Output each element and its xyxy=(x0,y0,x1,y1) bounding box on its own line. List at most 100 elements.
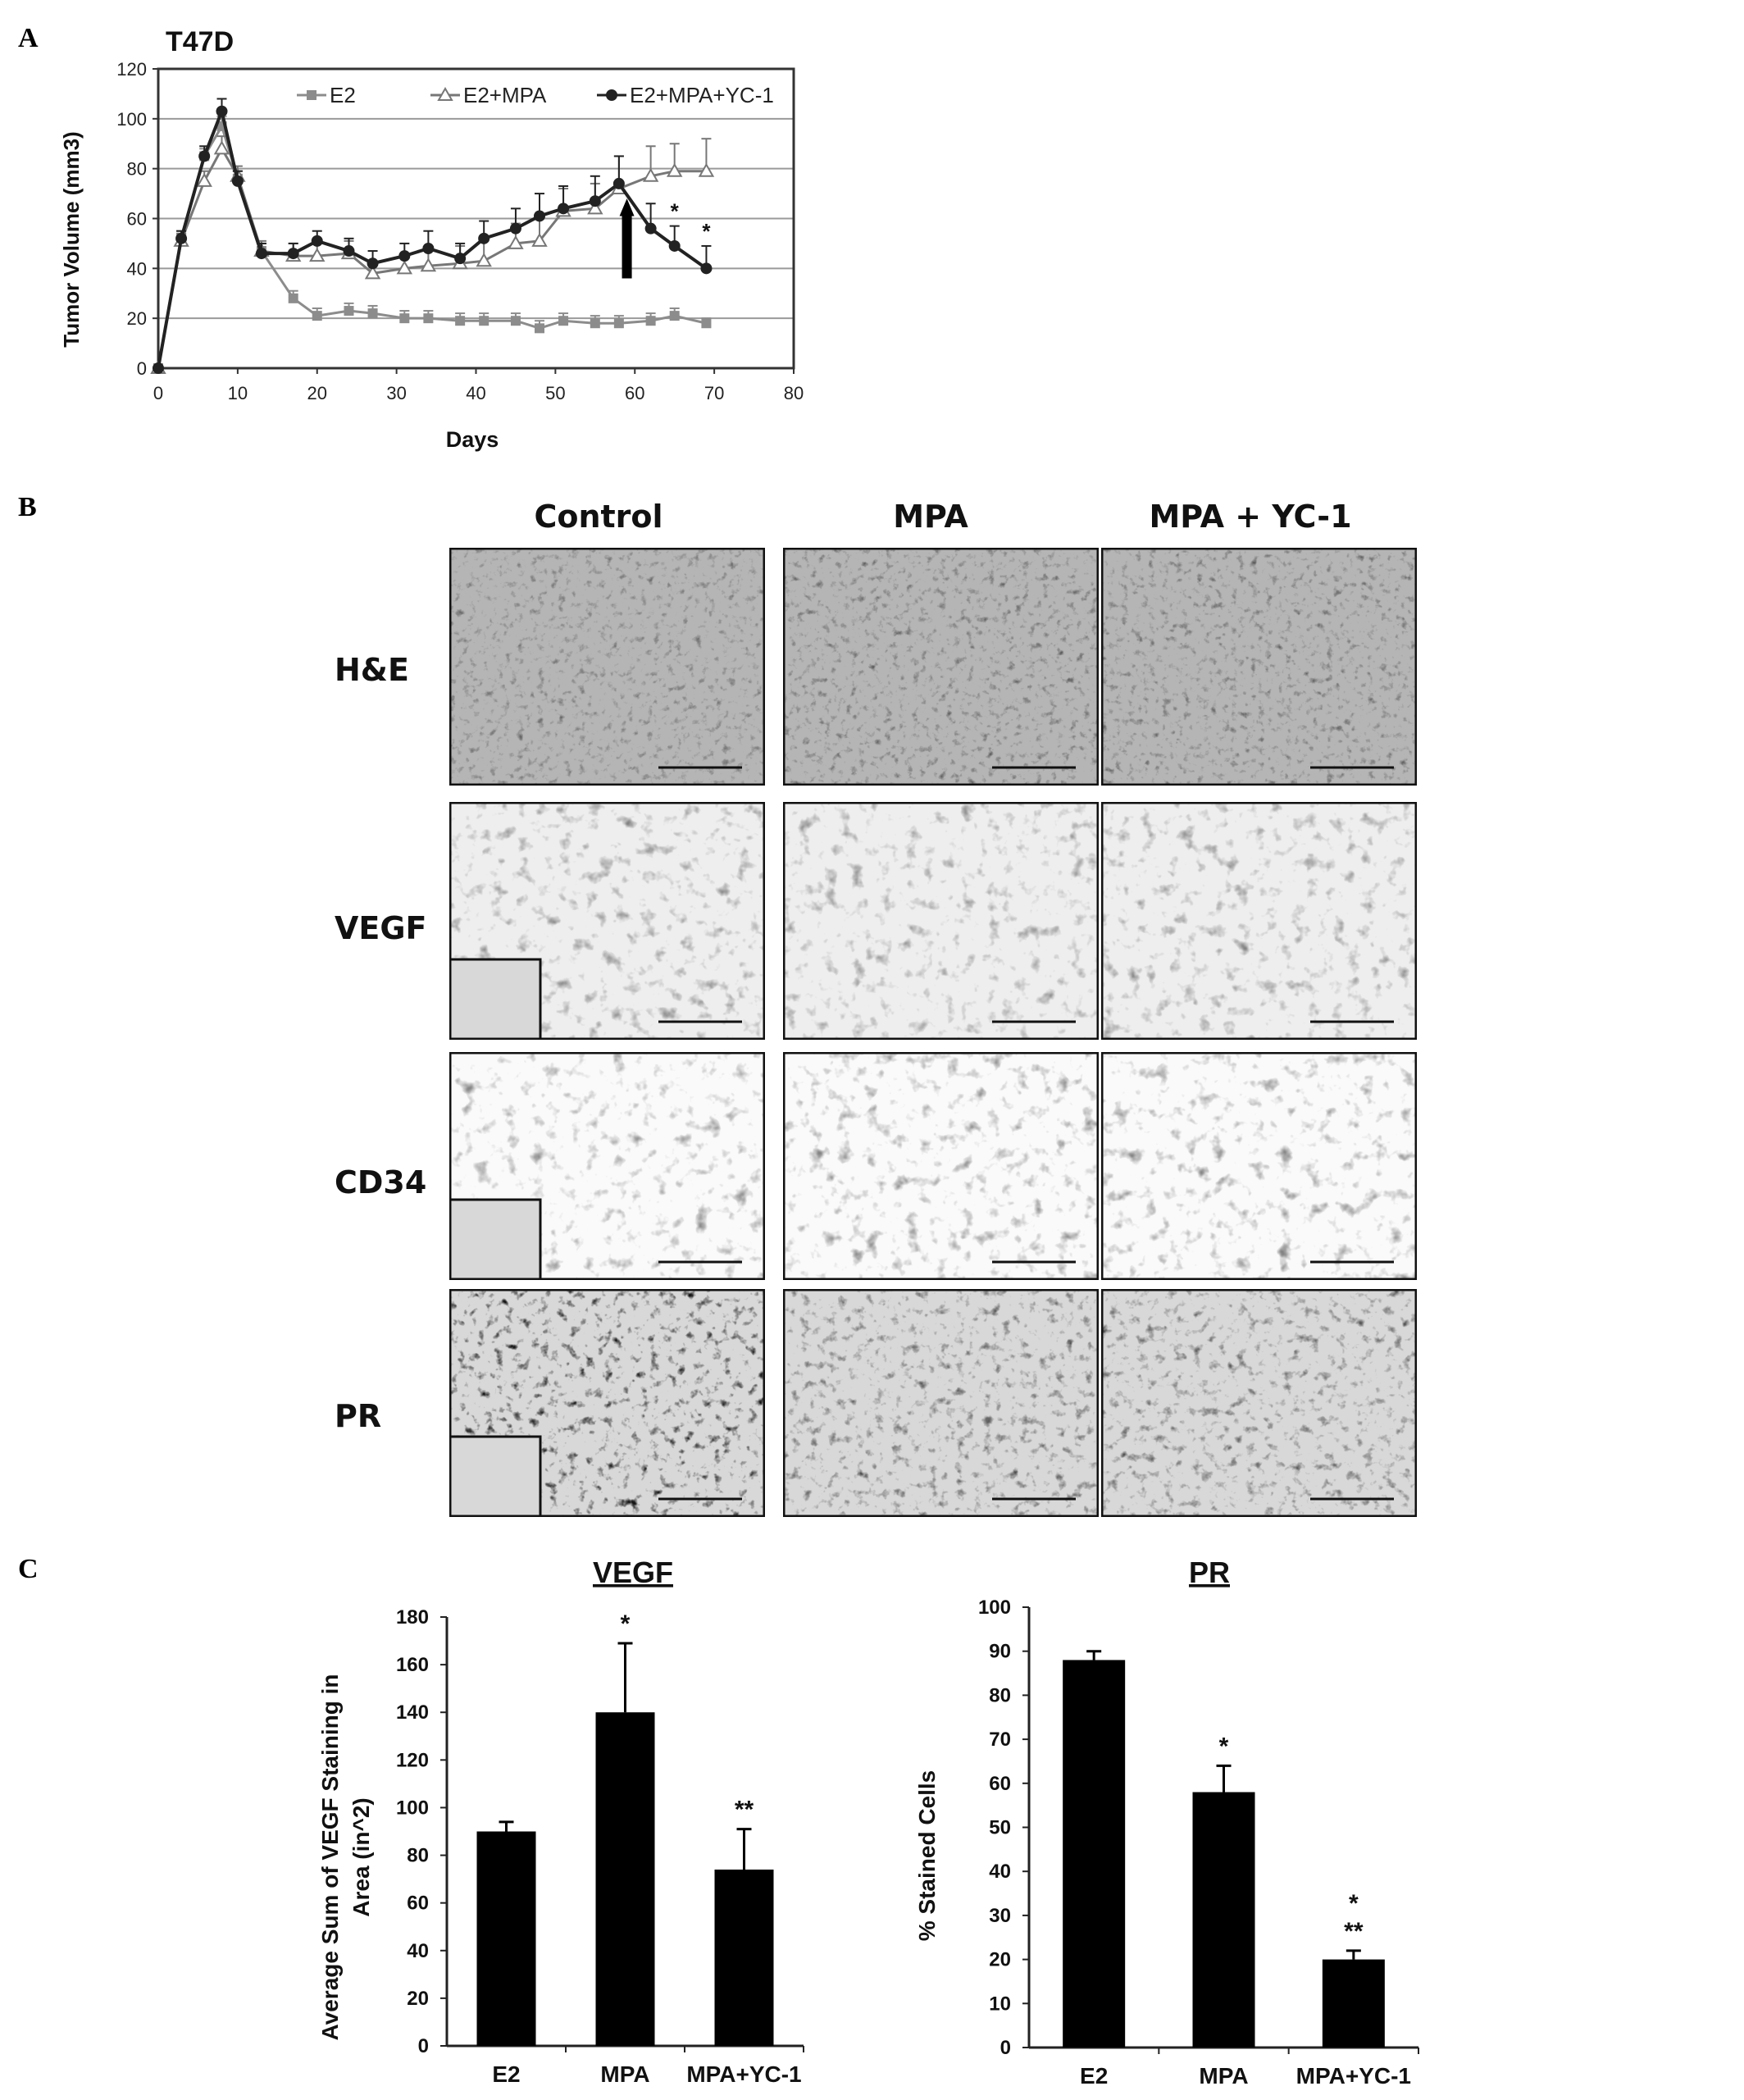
line-significance-star: * xyxy=(702,219,711,244)
legend-entry-0: E2 xyxy=(330,83,356,107)
line-point-e2-mpa-yc1 xyxy=(668,239,681,252)
bar-ytick-label: 60 xyxy=(989,1773,1011,1795)
bar-ytick-label: 100 xyxy=(396,1797,429,1819)
line-series-path xyxy=(157,146,707,369)
bar-mpa-yc-1 xyxy=(1322,1959,1385,2048)
treatment-arrow-head xyxy=(619,198,635,216)
line-point-e2 xyxy=(510,316,521,326)
line-ytick-label: 60 xyxy=(127,209,147,230)
bar-ytick-label: 70 xyxy=(989,1729,1011,1751)
line-point-e2 xyxy=(535,323,544,334)
vegf-bar-chart: VEGF Average Sum of VEGF Staining in Are… xyxy=(317,1556,804,2087)
line-point-e2-mpa-yc1 xyxy=(612,177,625,189)
bar-ytick-label: 0 xyxy=(1000,2037,1011,2059)
line-point-e2-mpa xyxy=(508,235,524,249)
bar-ytick-label: 50 xyxy=(989,1817,1011,1839)
line-point-e2-mpa-yc1 xyxy=(478,232,490,244)
line-xtick-label: 0 xyxy=(153,383,163,403)
line-xtick-label: 60 xyxy=(625,383,644,403)
bar-ytick-label: 30 xyxy=(989,1905,1011,1927)
line-series-path xyxy=(157,105,708,369)
bar-ytick-label: 60 xyxy=(407,1893,429,1915)
micrograph-tile xyxy=(1101,1052,1417,1280)
micrograph-tile xyxy=(783,1289,1099,1517)
line-point-e2-mpa xyxy=(396,260,413,275)
line-ytick-label: 80 xyxy=(127,159,147,180)
treatment-arrow xyxy=(622,216,632,279)
line-point-e2-mpa-yc1 xyxy=(558,203,570,215)
line-ytick-label: 20 xyxy=(127,308,147,329)
micrograph-tile xyxy=(449,1052,765,1280)
line-xtick-label: 80 xyxy=(784,383,804,403)
bar-category-label: E2 xyxy=(1080,2063,1108,2089)
micrograph-tile xyxy=(783,548,1099,786)
micrograph-tile xyxy=(783,1052,1099,1280)
line-point-e2-mpa-yc1 xyxy=(534,210,545,222)
micrograph-tile xyxy=(783,802,1099,1040)
line-point-e2-mpa-yc1 xyxy=(700,262,713,275)
bar-e2 xyxy=(476,1831,536,2046)
line-point-e2-mpa-yc1 xyxy=(454,253,467,265)
legend-entry-1: E2+MPA xyxy=(463,83,547,107)
line-point-e2 xyxy=(613,318,624,329)
micrograph-row-header: CD34 xyxy=(335,1164,427,1200)
bar-significance-star: * xyxy=(621,1610,631,1638)
legend-marker xyxy=(437,86,453,101)
line-point-e2-mpa-yc1 xyxy=(255,248,267,260)
bar-ytick-label: 80 xyxy=(989,1684,1011,1706)
line-point-e2-mpa-yc1 xyxy=(311,235,323,247)
line-ytick-label: 0 xyxy=(137,358,147,379)
bar-ytick-label: 90 xyxy=(989,1641,1011,1663)
line-point-e2-mpa-yc1 xyxy=(216,105,228,117)
line-point-e2 xyxy=(344,306,354,317)
line-ytick-label: 120 xyxy=(116,59,147,80)
micrograph-tile xyxy=(1101,548,1417,786)
micrograph-column-header: MPA xyxy=(893,499,968,535)
line-xtick-label: 10 xyxy=(228,383,248,403)
bar-ytick-label: 40 xyxy=(989,1861,1011,1883)
vegf-chart-ylabel-line1: Average Sum of VEGF Staining in xyxy=(317,1674,343,2040)
pr-chart-title: PR xyxy=(1189,1556,1230,1589)
micrograph-tile xyxy=(449,548,765,786)
pr-chart-ylabel: % Stained Cells xyxy=(914,1770,940,1942)
line-point-e2-mpa-yc1 xyxy=(644,222,657,235)
line-point-e2-mpa xyxy=(213,140,230,155)
line-xtick-label: 40 xyxy=(466,383,485,403)
line-point-e2 xyxy=(701,318,712,329)
line-point-e2-mpa-yc1 xyxy=(175,232,188,244)
legend-entry-2: E2+MPA+YC-1 xyxy=(630,83,774,107)
line-chart-title: T47D xyxy=(166,26,234,57)
line-point-e2-mpa-yc1 xyxy=(287,248,299,260)
line-point-e2-mpa xyxy=(196,172,212,187)
bar-ytick-label: 20 xyxy=(989,1949,1011,1971)
panel-label-b: B xyxy=(18,492,37,522)
bar-ytick-label: 20 xyxy=(407,1988,429,2010)
line-point-e2 xyxy=(479,316,490,326)
line-chart-ylabel: Tumor Volume (mm3) xyxy=(59,131,84,347)
line-xtick-label: 30 xyxy=(386,383,406,403)
line-point-e2 xyxy=(312,311,322,321)
line-point-e2 xyxy=(288,293,298,303)
line-significance-star: * xyxy=(671,199,680,224)
bar-category-label: E2 xyxy=(492,2061,520,2087)
vegf-chart-title: VEGF xyxy=(593,1556,673,1589)
line-point-e2-mpa xyxy=(587,200,603,215)
line-point-e2-mpa-yc1 xyxy=(153,362,164,374)
line-point-e2-mpa xyxy=(666,162,683,177)
line-series-2 xyxy=(153,98,713,374)
legend-marker xyxy=(307,90,316,100)
line-ytick-label: 100 xyxy=(116,109,147,130)
line-point-e2-mpa-yc1 xyxy=(198,150,211,162)
line-point-e2-mpa-yc1 xyxy=(367,257,379,270)
line-xtick-label: 70 xyxy=(704,383,724,403)
line-point-e2-mpa xyxy=(531,232,548,247)
line-point-e2 xyxy=(590,318,600,329)
bar-category-label: MPA xyxy=(600,2061,649,2087)
line-ytick-label: 40 xyxy=(127,258,147,279)
line-point-e2-mpa-yc1 xyxy=(509,222,521,235)
line-chart-xlabel: Days xyxy=(446,427,499,452)
line-point-e2 xyxy=(669,311,680,321)
line-point-e2-mpa-yc1 xyxy=(422,243,435,254)
line-point-e2-mpa xyxy=(476,253,492,267)
bar-ytick-label: 180 xyxy=(396,1606,429,1629)
